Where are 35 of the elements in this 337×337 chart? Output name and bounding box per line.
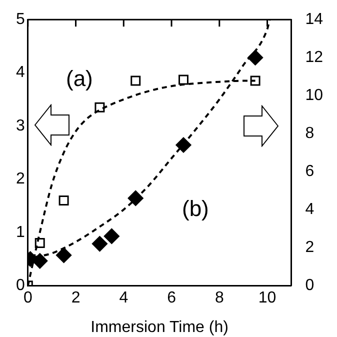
point: [32, 253, 48, 269]
y-tick-label: 2: [16, 170, 25, 188]
annotation: (a): [66, 66, 93, 92]
x-axis-title: Immersion Time (h): [90, 318, 228, 336]
point: [34, 238, 45, 248]
point: [248, 50, 264, 66]
y-tick-label: 5: [16, 11, 25, 28]
y2-tick-label: 4: [305, 201, 314, 218]
x-tick-label: 10: [258, 290, 276, 307]
point: [94, 102, 105, 112]
point: [130, 76, 141, 86]
point: [104, 228, 120, 244]
y2-tick-label: 8: [305, 125, 314, 142]
point: [92, 236, 108, 252]
x-tick-label: 2: [71, 290, 80, 307]
y2-tick-label: 0: [305, 277, 314, 294]
y-tick-label: 0: [16, 277, 25, 294]
y-tick-label: 1: [16, 224, 25, 241]
point: [250, 76, 260, 86]
y2-tick-label: 6: [305, 163, 314, 180]
x-tick-label: 4: [119, 290, 128, 307]
point: [176, 137, 192, 153]
annotation: (b): [182, 196, 209, 222]
point: [58, 195, 69, 206]
y2-tick-label: 10: [305, 87, 324, 104]
point: [128, 190, 144, 206]
y2-tick-label: 2: [305, 239, 314, 256]
point: [56, 247, 72, 263]
x-tick-label: 8: [214, 290, 224, 307]
x-tick-label: 6: [167, 290, 176, 307]
y2-tick-label: 14: [305, 11, 324, 28]
y-tick-label: 4: [16, 64, 25, 82]
y2-tick-label: 12: [305, 49, 324, 66]
point: [178, 74, 188, 85]
y-tick-label: 3: [16, 117, 25, 134]
